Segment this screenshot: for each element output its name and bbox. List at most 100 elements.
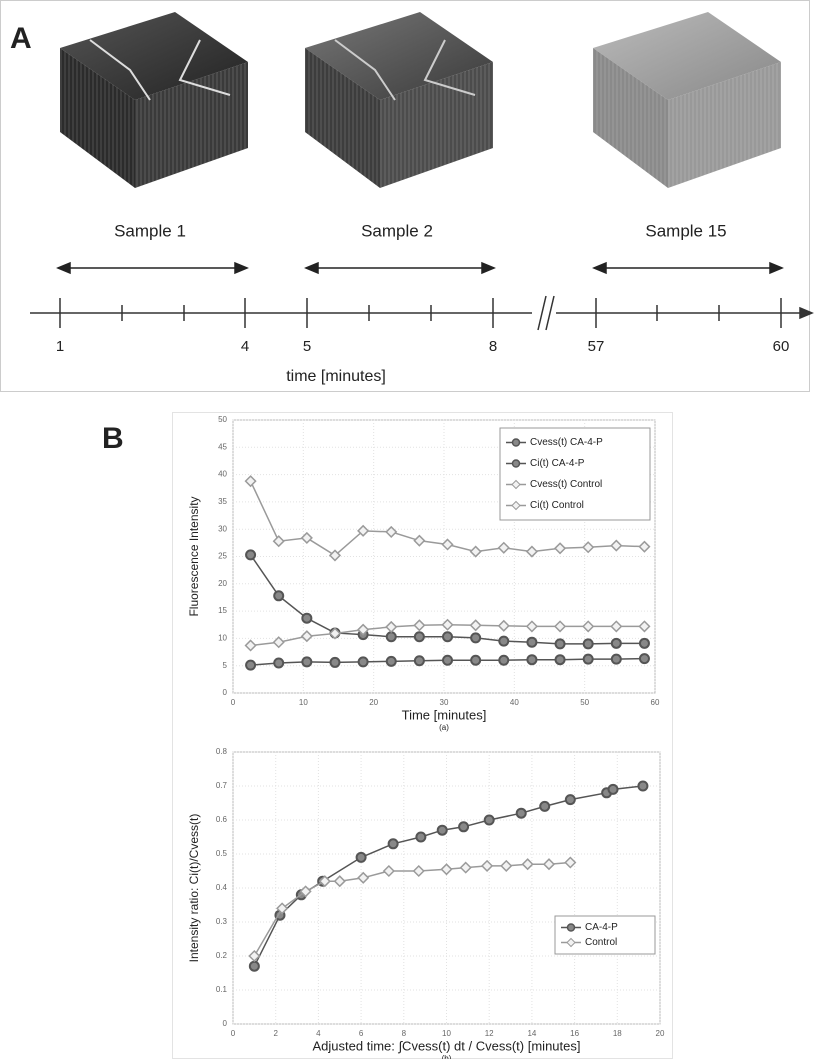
y-axis-label: Fluorescence Intensity [187, 496, 201, 616]
y-tick-label: 0.2 [216, 951, 228, 960]
marker [584, 655, 593, 664]
x-tick-label: 10 [299, 698, 308, 707]
y-axis-label: Intensity ratio: Ci(t)/Cvess(t) [187, 814, 201, 963]
marker [443, 656, 452, 665]
x-tick-label: 30 [440, 698, 449, 707]
y-tick-label: 0.4 [216, 883, 228, 892]
x-tick-label: 16 [570, 1029, 579, 1038]
marker [612, 655, 621, 664]
marker [612, 639, 621, 648]
marker [246, 550, 255, 559]
y-tick-label: 0.7 [216, 781, 228, 790]
x-axis-label: Time [minutes] [402, 707, 487, 722]
marker [471, 633, 480, 642]
x-tick-label: 8 [402, 1029, 407, 1038]
marker [359, 657, 368, 666]
x-tick-label: 18 [613, 1029, 622, 1038]
marker [540, 802, 549, 811]
marker [415, 656, 424, 665]
timeline-label: 5 [303, 338, 311, 355]
x-tick-label: 0 [231, 1029, 236, 1038]
x-tick-label: 10 [442, 1029, 451, 1038]
y-tick-label: 0.1 [216, 985, 228, 994]
marker [250, 962, 259, 971]
marker [471, 656, 480, 665]
legend-label: Ci(t) Control [530, 500, 584, 511]
axis-label: time [minutes] [286, 368, 386, 385]
y-tick-label: 40 [218, 470, 227, 479]
volume-image [60, 12, 248, 188]
marker [443, 632, 452, 641]
marker [459, 822, 468, 831]
x-tick-label: 14 [527, 1029, 536, 1038]
marker [246, 661, 255, 670]
sample-label: Sample 2 [361, 221, 433, 240]
timeline-label: 8 [489, 338, 497, 355]
y-tick-label: 5 [223, 661, 228, 670]
marker [499, 656, 508, 665]
y-tick-label: 15 [218, 606, 227, 615]
legend-label: Control [585, 937, 617, 948]
timeline-label: 4 [241, 338, 249, 355]
marker [609, 785, 618, 794]
y-tick-label: 10 [218, 634, 227, 643]
volume-image [305, 12, 493, 188]
timeline-label: 57 [588, 338, 605, 355]
volume-image [593, 12, 781, 188]
y-tick-label: 30 [218, 524, 227, 533]
x-tick-label: 2 [273, 1029, 278, 1038]
timeline-label: 60 [773, 338, 790, 355]
panel-label: B [102, 422, 124, 455]
legend-marker [513, 439, 520, 446]
y-tick-label: 0 [223, 1019, 228, 1028]
marker [640, 654, 649, 663]
y-tick-label: 25 [218, 552, 227, 561]
x-tick-label: 0 [231, 698, 236, 707]
sample-label: Sample 1 [114, 221, 186, 240]
panel-label: A [10, 22, 32, 55]
legend-marker [568, 924, 575, 931]
marker [527, 655, 536, 664]
x-tick-label: 20 [656, 1029, 665, 1038]
timeline-label: 1 [56, 338, 64, 355]
marker [485, 816, 494, 825]
y-tick-label: 0 [223, 688, 228, 697]
x-tick-label: 6 [359, 1029, 364, 1038]
marker [387, 657, 396, 666]
x-tick-label: 12 [485, 1029, 494, 1038]
marker [274, 591, 283, 600]
x-tick-label: 20 [369, 698, 378, 707]
marker [302, 657, 311, 666]
marker [566, 795, 575, 804]
x-axis-label: Adjusted time: ∫Cvess(t) dt / Cvess(t) [… [313, 1038, 581, 1053]
y-tick-label: 20 [218, 579, 227, 588]
y-tick-label: 0.5 [216, 849, 228, 858]
y-tick-label: 50 [218, 415, 227, 424]
marker [584, 639, 593, 648]
y-tick-label: 0.6 [216, 815, 228, 824]
y-tick-label: 0.8 [216, 747, 228, 756]
marker [527, 638, 536, 647]
x-tick-label: 40 [510, 698, 519, 707]
marker [357, 853, 366, 862]
marker [330, 658, 339, 667]
legend-label: CA-4-P [585, 922, 618, 933]
marker [499, 637, 508, 646]
marker [415, 632, 424, 641]
legend-label: Cvess(t) Control [530, 479, 602, 490]
marker [638, 782, 647, 791]
marker [556, 639, 565, 648]
marker [640, 639, 649, 648]
marker [556, 655, 565, 664]
marker [416, 833, 425, 842]
caption: (a) [439, 723, 449, 732]
caption: (b) [442, 1054, 452, 1059]
sample-label: Sample 15 [645, 221, 726, 240]
legend-marker [513, 460, 520, 467]
figure: A Sample 1 Sample 2 Sample 15 time [minu… [0, 0, 815, 1059]
legend-label: Ci(t) CA-4-P [530, 458, 585, 469]
x-tick-label: 50 [580, 698, 589, 707]
marker [274, 658, 283, 667]
marker [387, 632, 396, 641]
sample-arrow [58, 263, 782, 273]
